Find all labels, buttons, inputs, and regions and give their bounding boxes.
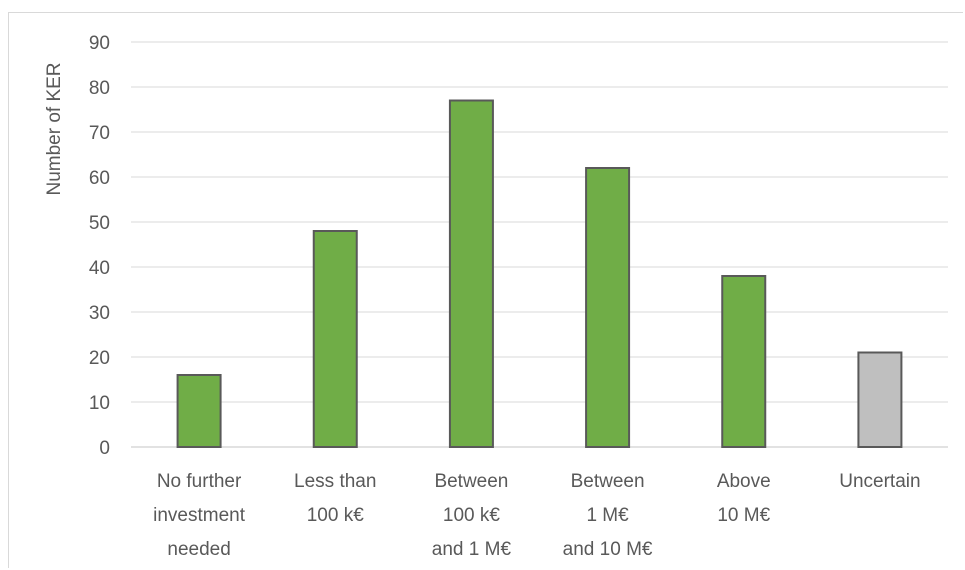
chart-frame: [8, 12, 963, 568]
x-category-label: Less than 100 k€: [294, 471, 376, 526]
bars: [176, 99, 903, 448]
x-category-label: Above 10 M€: [717, 471, 771, 526]
bar: [176, 374, 222, 448]
y-tick-label: 30: [89, 303, 110, 324]
y-tick-label: 20: [89, 348, 110, 369]
bar: [448, 99, 494, 448]
bar: [857, 351, 903, 448]
x-category-label: Between 1 M€ and 10 M€: [563, 471, 653, 560]
x-category-label: Uncertain: [839, 471, 920, 492]
bar: [585, 167, 631, 448]
bar: [721, 275, 767, 448]
y-axis-title: Number of KER: [44, 62, 65, 195]
gridlines: [131, 41, 948, 448]
y-tick-label: 50: [89, 213, 110, 234]
y-axis-tick-labels: 0 10 20 30 40 50 60 70 80 90: [89, 33, 110, 459]
x-axis-category-labels: No further investment needed Less than 100 k…: [153, 471, 920, 560]
y-tick-label: 70: [89, 123, 110, 144]
y-tick-label: 40: [89, 258, 110, 279]
y-tick-label: 0: [99, 438, 110, 459]
y-tick-label: 80: [89, 78, 110, 99]
y-tick-label: 90: [89, 33, 110, 54]
x-category-label: No further investment needed: [153, 471, 246, 560]
y-tick-label: 10: [89, 393, 110, 414]
y-tick-label: 60: [89, 168, 110, 189]
x-category-label: Between 100 k€ and 1 M€: [432, 471, 512, 560]
bar: [312, 230, 358, 448]
